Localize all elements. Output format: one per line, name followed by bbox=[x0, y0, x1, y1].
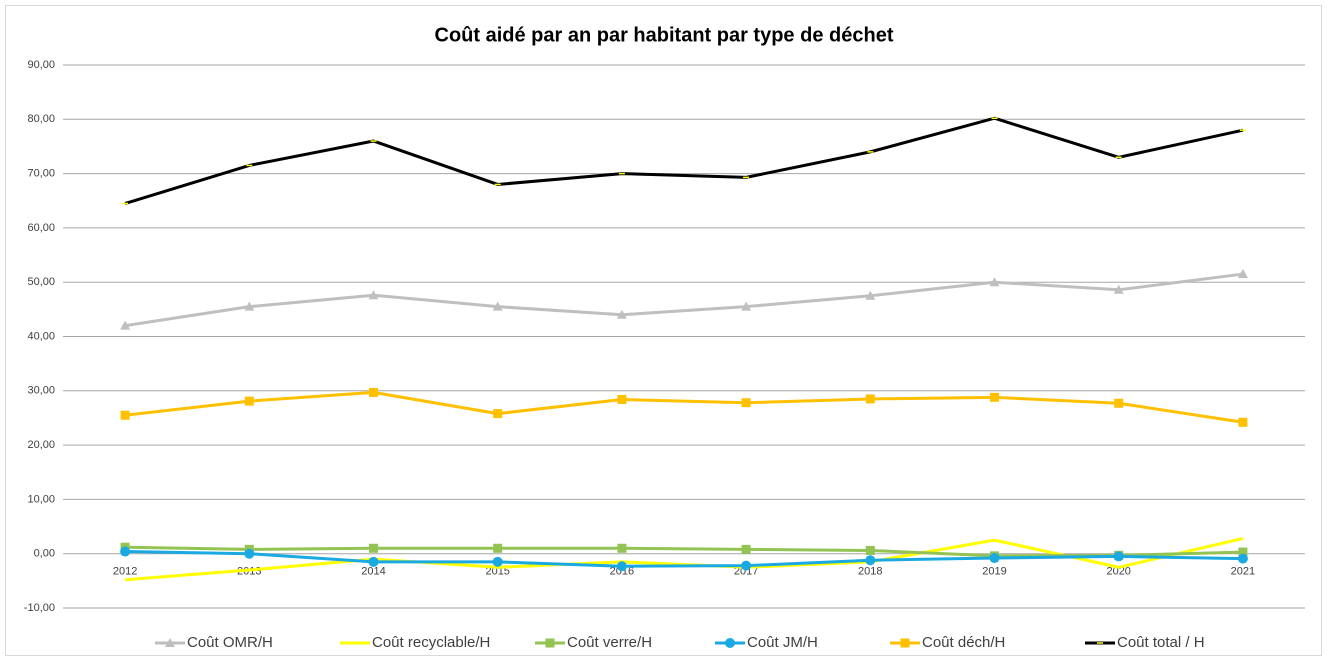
legend-label: Coût total / H bbox=[1117, 634, 1205, 651]
data-point bbox=[369, 543, 378, 553]
data-point bbox=[368, 290, 379, 300]
data-point bbox=[120, 546, 131, 557]
y-tick-label: 70,00 bbox=[27, 168, 55, 180]
data-point bbox=[741, 544, 751, 554]
legend-label: Coût recyclable/H bbox=[372, 634, 490, 651]
legend-marker bbox=[545, 638, 555, 648]
y-tick-label: 80,00 bbox=[27, 113, 55, 125]
legend-label: Coût verre/H bbox=[567, 634, 652, 651]
x-tick-label: 2014 bbox=[361, 566, 385, 578]
series-line bbox=[125, 550, 1243, 568]
data-point bbox=[120, 410, 130, 420]
data-point bbox=[865, 290, 876, 300]
x-tick-label: 2016 bbox=[610, 566, 634, 578]
data-point bbox=[493, 409, 503, 419]
data-point bbox=[1114, 398, 1124, 408]
x-tick-label: 2021 bbox=[1231, 566, 1255, 578]
legend-marker bbox=[165, 638, 175, 647]
x-tick-label: 2019 bbox=[982, 566, 1006, 578]
y-tick-label: 40,00 bbox=[27, 330, 55, 342]
data-point bbox=[989, 553, 1000, 564]
legend-label: Coût JM/H bbox=[747, 634, 818, 651]
y-tick-label: 10,00 bbox=[27, 493, 55, 505]
data-point bbox=[1113, 551, 1124, 562]
data-point bbox=[493, 543, 503, 553]
data-point bbox=[617, 394, 627, 404]
x-tick-label: 2015 bbox=[485, 566, 509, 578]
x-tick-label: 2012 bbox=[113, 566, 137, 578]
legend-marker bbox=[725, 638, 735, 648]
data-point bbox=[1237, 553, 1248, 564]
y-tick-label: 50,00 bbox=[27, 276, 55, 288]
data-point bbox=[492, 301, 503, 311]
y-tick-label: 0,00 bbox=[34, 548, 55, 560]
y-tick-label: 90,00 bbox=[27, 59, 55, 71]
data-point bbox=[741, 560, 752, 571]
data-point bbox=[741, 398, 751, 408]
data-point bbox=[120, 320, 131, 330]
data-point bbox=[244, 301, 255, 311]
y-tick-label: 60,00 bbox=[27, 222, 55, 234]
data-point bbox=[244, 548, 255, 559]
x-tick-label: 2017 bbox=[734, 566, 758, 578]
series-line bbox=[125, 545, 1243, 558]
series-line bbox=[124, 116, 1244, 205]
data-point bbox=[244, 396, 254, 406]
data-point bbox=[865, 545, 875, 555]
series-line bbox=[124, 272, 1244, 328]
x-tick-label: 2020 bbox=[1106, 566, 1130, 578]
legend-label: Coût déch/H bbox=[922, 634, 1005, 651]
data-point bbox=[865, 555, 876, 566]
data-point bbox=[369, 387, 378, 397]
data-point bbox=[1238, 547, 1248, 557]
data-point bbox=[989, 277, 1000, 287]
data-point bbox=[616, 561, 627, 572]
x-tick-label: 2018 bbox=[858, 566, 882, 578]
data-point bbox=[990, 392, 999, 402]
y-tick-label: -10,00 bbox=[24, 602, 55, 614]
data-point bbox=[1238, 417, 1248, 427]
series-line bbox=[124, 390, 1244, 424]
data-point bbox=[617, 543, 627, 553]
data-point bbox=[865, 394, 875, 404]
data-point bbox=[368, 556, 379, 567]
data-point bbox=[616, 309, 627, 319]
data-point bbox=[492, 556, 503, 567]
data-point bbox=[741, 301, 752, 311]
data-point bbox=[1237, 269, 1248, 279]
data-point bbox=[1113, 284, 1124, 294]
y-tick-label: 30,00 bbox=[27, 385, 55, 397]
chart-title: Coût aidé par an par habitant par type d… bbox=[435, 24, 894, 46]
legend-marker bbox=[900, 638, 910, 648]
y-tick-label: 20,00 bbox=[27, 439, 55, 451]
legend-label: Coût OMR/H bbox=[187, 634, 273, 651]
